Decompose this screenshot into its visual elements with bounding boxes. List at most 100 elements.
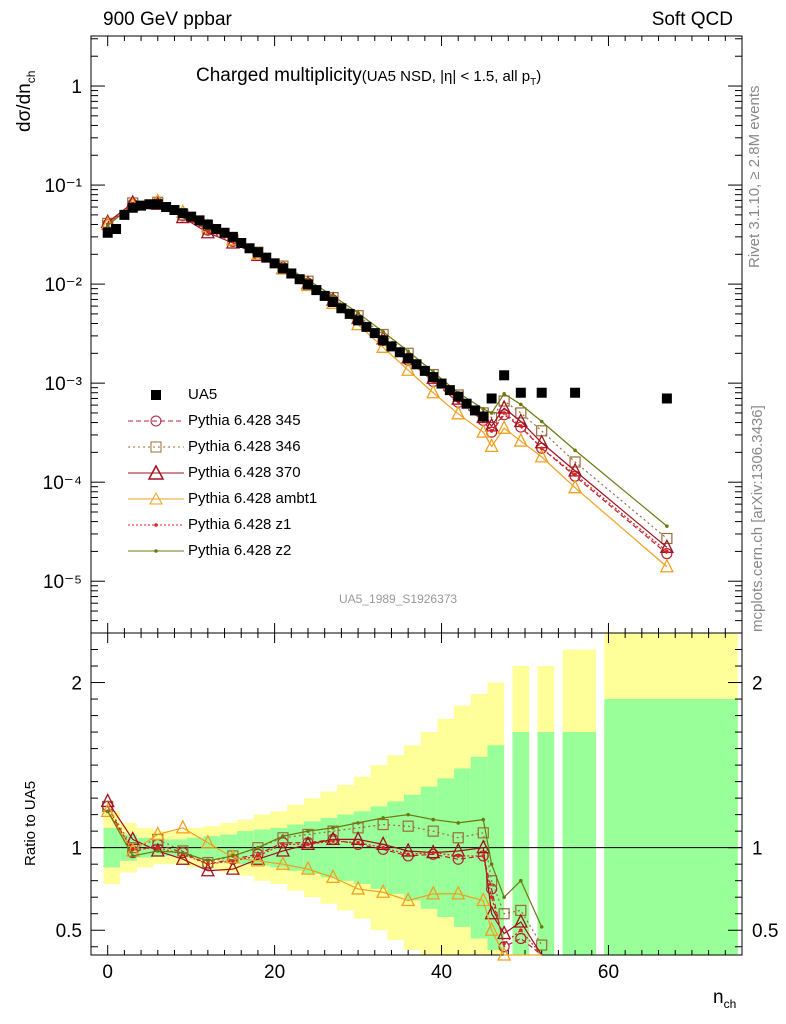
ratio-point [484,921,499,936]
ratio-point [300,860,316,875]
data-point [403,353,414,364]
header-category: Soft QCD [651,9,733,30]
ratio-point [476,839,491,854]
ratio-tick-label-right: 0.5 [752,921,778,942]
legend-marker-345 [128,415,184,427]
ratio-point [431,850,435,855]
ratio-point [175,819,190,834]
ratio-point [406,852,410,857]
ratio-point [150,842,165,857]
ratio-point [200,862,215,877]
data-point [294,274,305,285]
ratio-point [539,925,544,929]
series-point [502,392,506,396]
series-point [573,472,577,477]
ratio-point [376,883,391,898]
data-point [227,231,238,242]
data-point [344,308,355,319]
legend-marker-z2 [128,549,184,553]
ratio-point [502,895,506,900]
ratio-point [401,892,416,907]
ratio-point [515,932,527,945]
data-point [219,227,230,238]
series-point [406,349,410,354]
y-tick-label: 10⁻⁴ [43,473,82,494]
analysis-id: UA5_1989_S1926373 [339,592,458,606]
ratio-band-green [537,732,555,955]
ratio-point [331,826,335,830]
data-point [386,341,397,352]
mcplots-credit: mcplots.cern.ch [arXiv:1306.3436] [749,405,766,632]
x-tick-label: 60 [598,962,619,983]
ratio-series-2 [100,792,543,956]
data-point [515,387,526,398]
series-point [539,419,544,424]
ratio-point [406,812,410,817]
ratio-point [250,852,265,867]
ratio-point [250,850,265,865]
series-point [534,448,549,463]
ratio-band-green [604,699,738,955]
series-point [515,407,527,419]
legend-marker-ua5 [151,390,161,400]
ratio-point [130,847,135,852]
legend-marker-ambt1 [128,491,184,505]
series-point [331,294,335,298]
data-point [486,393,497,404]
x-tick-label: 20 [264,962,285,983]
data-point [252,247,263,258]
data-point [478,411,489,422]
series-point [376,338,391,353]
legend-marker-370 [128,464,184,480]
ratio-point [426,844,441,859]
ratio-point [231,854,235,858]
legend-marker-346 [128,441,184,453]
ratio-point [497,946,512,961]
data-point [369,328,380,339]
data-point [152,199,163,210]
data-point [469,405,480,416]
ratio-point [486,883,498,895]
series-point [502,411,506,415]
ratio-point [513,913,528,928]
ratio-point [155,849,160,853]
series-point [105,223,110,228]
series-line [107,201,668,568]
series-point [489,411,494,415]
ratio-point [427,825,439,837]
ratio-point [356,821,360,825]
data-point [211,224,222,235]
series-point [665,524,669,528]
ratio-point [498,908,510,920]
ratio-point [130,854,135,858]
series-point [381,329,385,334]
ratio-tick-label-left: 2 [71,674,82,695]
ratio-series-4 [105,809,543,956]
ratio-line [107,806,543,946]
ratio-point [402,820,414,832]
ratio-point [202,856,214,869]
data-point [394,347,405,358]
ratio-point [256,845,260,850]
ratio-point [331,839,335,843]
data-point [378,335,389,346]
chart-subtitle: (UA5 NSD, |η| < 1.5, all pT) [361,68,542,88]
data-point [428,372,439,383]
y-tick-label: 10⁻¹ [45,176,83,197]
data-point [328,296,339,307]
ratio-tick-label-left: 0.5 [56,921,82,942]
ratio-point [426,885,441,900]
ratio-point [275,855,291,870]
ratio-point [484,905,499,920]
data-point [319,290,330,301]
ratio-point [451,885,466,900]
ratio-point [476,892,491,907]
data-point [261,252,272,263]
series-point [356,311,360,315]
data-point [111,224,122,235]
ratio-point [150,826,165,841]
data-point [136,200,147,211]
ratio-point [225,860,240,875]
y-tick-label: 1 [71,77,82,98]
